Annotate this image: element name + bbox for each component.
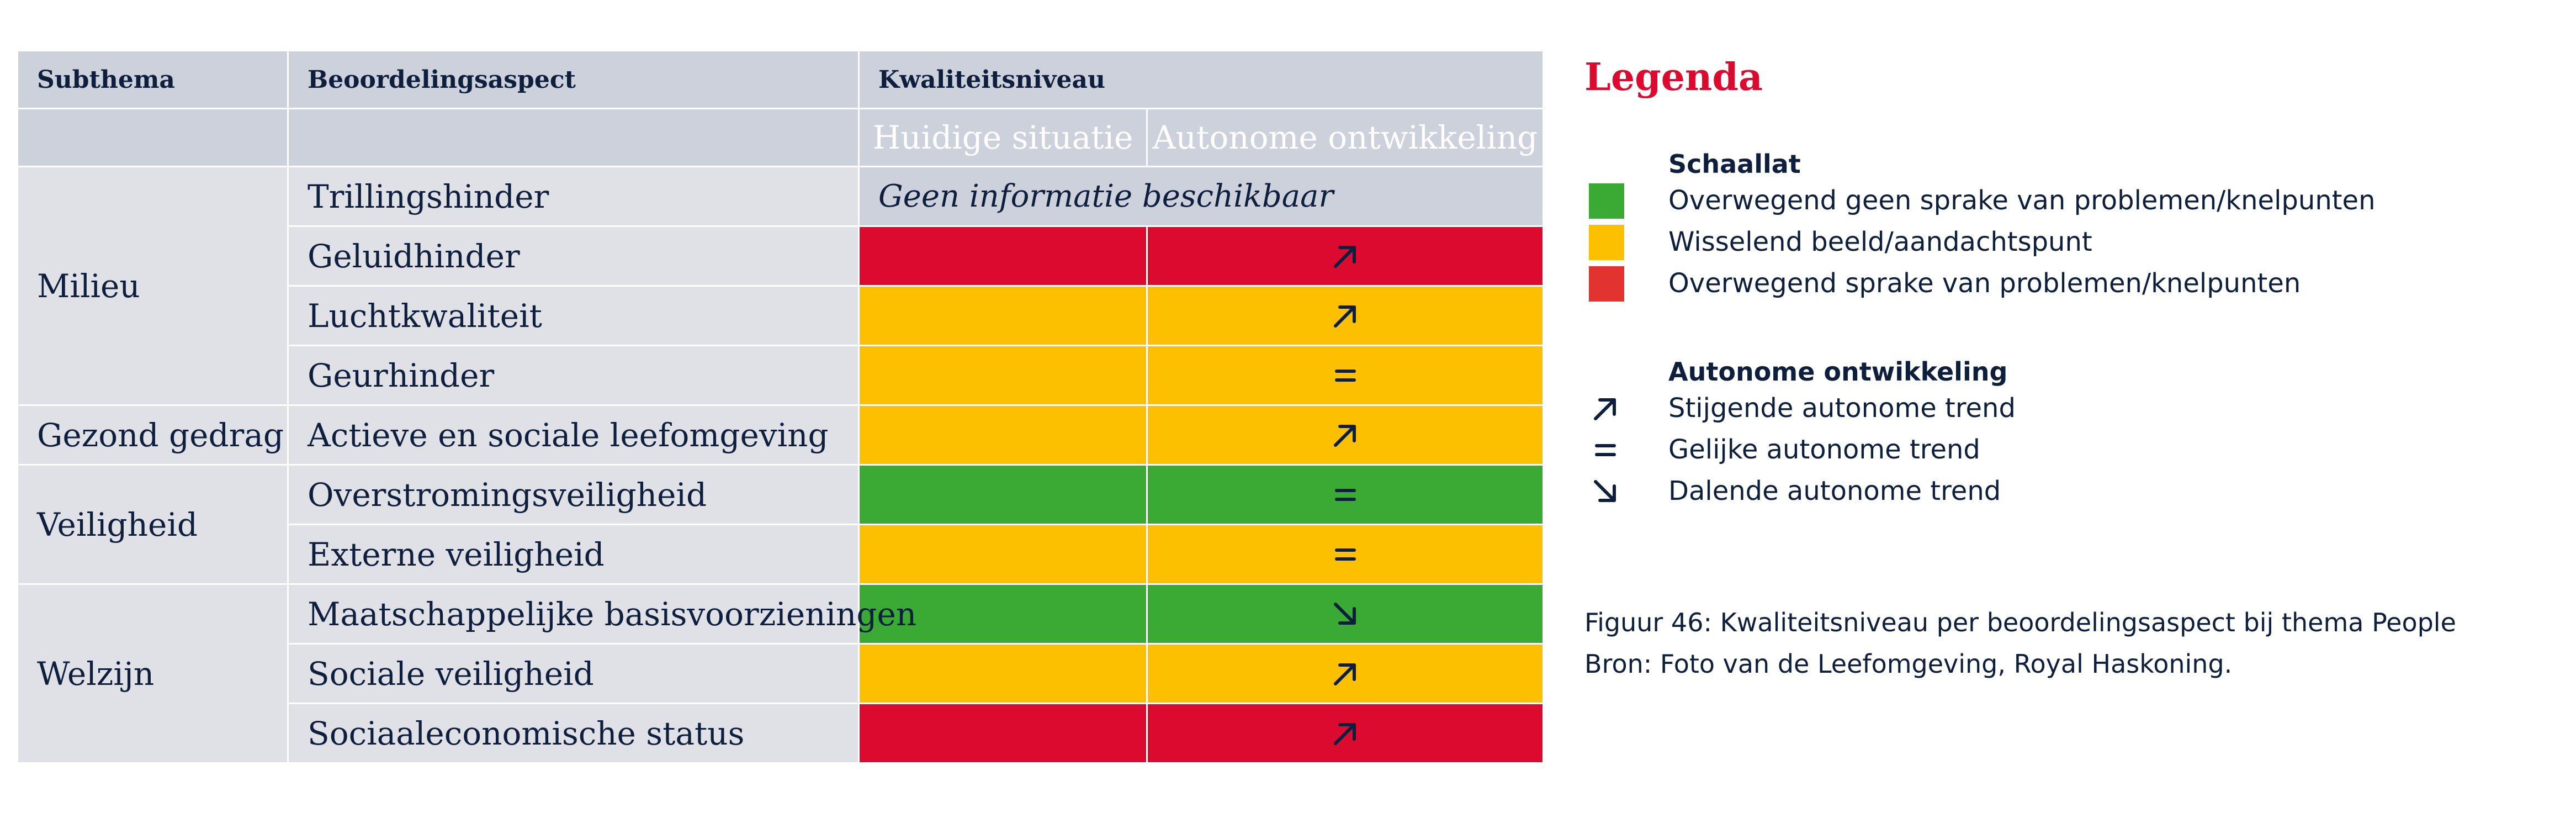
legend-label: Overwegend sprake van problemen/knelpunt… bbox=[1668, 268, 2301, 299]
current-status-cell bbox=[858, 404, 1148, 466]
trend-up-icon bbox=[1329, 717, 1362, 750]
figure-caption: Figuur 46: Kwaliteitsniveau per beoordel… bbox=[1584, 602, 2456, 685]
legend-item: Dalende autonome trend bbox=[1584, 472, 2567, 510]
caption-source-line: Bron: Foto van de Leefomgeving, Royal Ha… bbox=[1584, 649, 2233, 679]
aspect-cell: Luchtkwaliteit bbox=[287, 285, 860, 346]
aspect-cell: Actieve en sociale leefomgeving bbox=[287, 404, 860, 466]
table-row: Externe veiligheid bbox=[18, 524, 1545, 585]
legend-label: Wisselend beeld/aandachtspunt bbox=[1668, 226, 2092, 257]
aspect-cell: Sociale veiligheid bbox=[287, 643, 860, 704]
aspect-cell: Trillingshinder bbox=[287, 166, 860, 227]
header-kwaliteitsniveau: Kwaliteitsniveau bbox=[857, 50, 1545, 109]
current-status-cell bbox=[858, 643, 1148, 704]
caption-figure-line: Figuur 46: Kwaliteitsniveau per beoordel… bbox=[1584, 608, 2456, 637]
autonomous-trend-cell bbox=[1146, 285, 1545, 346]
legend-trend-equal-icon bbox=[1589, 434, 1622, 467]
aspect-cell: Overstromingsveiligheid bbox=[287, 464, 860, 525]
subthema-cell: Milieu bbox=[17, 166, 289, 406]
autonomous-trend-cell bbox=[1146, 703, 1545, 764]
autonomous-trend-cell bbox=[1146, 345, 1545, 406]
subheader-autonome-ontwikkeling: Autonome ontwikkeling bbox=[1146, 108, 1545, 167]
header-beoordelingsaspect: Beoordelingsaspect bbox=[287, 50, 860, 109]
aspect-cell: Maatschappelijke basisvoorzieningen bbox=[287, 583, 916, 645]
table-row: Milieu Trillingshinder Geen informatie bes… bbox=[17, 166, 1545, 406]
table-row: Veiligheid Overstromingsveiligheid bbox=[17, 464, 1545, 585]
table-row: Welzijn Maatschappelijke basisvoorziening… bbox=[17, 583, 1545, 764]
current-status-cell bbox=[858, 464, 1148, 525]
table-row: Geluidhinder bbox=[18, 225, 1545, 287]
legend-label: Gelijke autonome trend bbox=[1668, 434, 1980, 465]
legend-item: Stijgende autonome trend bbox=[1584, 389, 2567, 428]
current-status-cell bbox=[858, 225, 1148, 287]
table-row: Luchtkwaliteit bbox=[18, 285, 1545, 346]
current-status-cell bbox=[858, 583, 1148, 645]
aspect-cell: Externe veiligheid bbox=[287, 524, 860, 585]
autonomous-trend-cell bbox=[1146, 583, 1545, 645]
no-info-cell: Geen informatie beschikbaar bbox=[857, 166, 1545, 227]
subthema-cell: Veiligheid bbox=[17, 464, 289, 585]
legend-swatch-green bbox=[1589, 183, 1624, 219]
legend-label: Stijgende autonome trend bbox=[1668, 393, 2016, 424]
current-status-cell bbox=[858, 703, 1148, 764]
current-status-cell bbox=[858, 524, 1148, 585]
table-subheader-row: Huidige situatie Autonome ontwikkeling bbox=[17, 108, 1545, 167]
trend-equal-icon bbox=[1329, 538, 1362, 571]
trend-down-icon bbox=[1329, 598, 1362, 631]
trend-up-icon bbox=[1329, 240, 1362, 273]
trend-up-icon bbox=[1329, 419, 1362, 452]
legend-schaallat-heading: Schaallat bbox=[1668, 149, 1801, 179]
subheader-empty-2 bbox=[287, 108, 860, 167]
trend-up-icon bbox=[1329, 299, 1362, 333]
trend-equal-icon bbox=[1329, 478, 1362, 511]
legend-item: Gelijke autonome trend bbox=[1584, 430, 2567, 469]
aspect-cell: Geurhinder bbox=[287, 345, 860, 406]
autonomous-trend-cell bbox=[1146, 464, 1545, 525]
legend-label: Dalende autonome trend bbox=[1668, 476, 2001, 506]
autonomous-trend-cell bbox=[1146, 225, 1545, 287]
table-row: Sociaaleconomische status bbox=[18, 703, 1545, 764]
legend-item: Overwegend sprake van problemen/knelpunt… bbox=[1584, 264, 2567, 303]
subheader-empty-1 bbox=[17, 108, 289, 167]
current-status-cell bbox=[858, 285, 1148, 346]
aspect-cell: Geluidhinder bbox=[287, 225, 860, 287]
legend-label: Overwegend geen sprake van problemen/kne… bbox=[1668, 185, 2376, 216]
header-subthema: Subthema bbox=[17, 50, 289, 109]
legend-item: Overwegend geen sprake van problemen/kne… bbox=[1584, 181, 2567, 220]
subthema-cell: Gezond gedrag bbox=[17, 404, 289, 466]
autonomous-trend-cell bbox=[1146, 404, 1545, 466]
current-status-cell bbox=[858, 345, 1148, 406]
legend-swatch-red bbox=[1589, 266, 1624, 302]
table-header-row: Subthema Beoordelingsaspect Kwaliteitsni… bbox=[17, 50, 1545, 109]
table-row: Geurhinder bbox=[18, 345, 1545, 406]
legend-trend-up-icon bbox=[1589, 392, 1622, 425]
legend-swatch-yellow bbox=[1589, 225, 1624, 260]
subthema-cell: Welzijn bbox=[17, 583, 289, 764]
autonomous-trend-cell bbox=[1146, 643, 1545, 704]
aspect-cell: Sociaaleconomische status bbox=[287, 703, 860, 764]
quality-table: Subthema Beoordelingsaspect Kwaliteitsni… bbox=[17, 50, 1545, 764]
subheader-huidige-situatie: Huidige situatie bbox=[858, 108, 1148, 167]
autonomous-trend-cell bbox=[1146, 524, 1545, 585]
trend-equal-icon bbox=[1329, 359, 1362, 392]
legend-title: Legenda bbox=[1584, 55, 1763, 99]
legend-trend-down-icon bbox=[1589, 475, 1622, 508]
legend-item: Wisselend beeld/aandachtspunt bbox=[1584, 223, 2567, 261]
table-row: Gezond gedrag Actieve en sociale leefomge… bbox=[17, 404, 1545, 466]
table-row: Sociale veiligheid bbox=[18, 643, 1545, 704]
legend-autonoom-heading: Autonome ontwikkeling bbox=[1668, 357, 2008, 387]
trend-up-icon bbox=[1329, 657, 1362, 690]
